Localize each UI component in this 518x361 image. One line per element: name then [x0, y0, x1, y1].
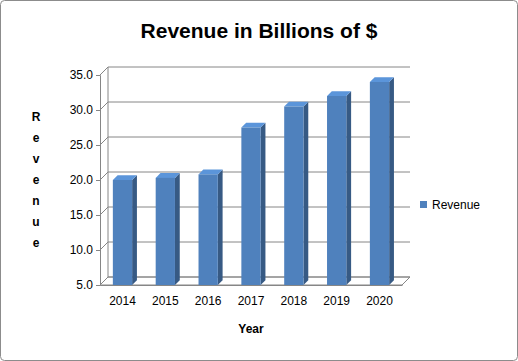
y-tick-label: 15.0: [70, 208, 94, 222]
y-tick-mark: [96, 145, 100, 146]
bar-side: [132, 175, 137, 285]
grid-line-side: [100, 102, 108, 110]
x-tick-label: 2015: [152, 294, 179, 308]
grid-line-side: [100, 242, 108, 250]
grid: [100, 67, 410, 285]
bar-top: [113, 175, 137, 180]
grid-line-side: [100, 67, 108, 75]
bar-top: [370, 77, 394, 82]
bar: [156, 178, 175, 285]
grid-line: [108, 67, 410, 68]
bar: [370, 82, 389, 285]
y-tick: 25.0: [70, 138, 100, 152]
x-tick: 2016: [195, 285, 222, 308]
x-tick-label: 2018: [280, 294, 307, 308]
bar-group: [327, 91, 351, 285]
bar-top: [199, 170, 223, 175]
bar: [284, 107, 303, 286]
bar: [113, 180, 132, 285]
bar-group: [370, 77, 394, 285]
bar-group: [113, 175, 137, 285]
bar-top: [327, 91, 351, 96]
bar-top: [156, 173, 180, 178]
y-tick-mark: [96, 180, 100, 181]
x-tick-label: 2014: [109, 294, 136, 308]
bar-side: [175, 173, 180, 285]
legend-swatch: [420, 201, 427, 208]
legend-label: Revenue: [432, 198, 480, 212]
chart-border: [1, 1, 518, 361]
legend-entry: Revenue: [420, 198, 480, 212]
grid-line-side: [100, 172, 108, 180]
y-tick: 20.0: [70, 173, 100, 187]
bar-group: [199, 170, 223, 285]
bar-side: [389, 77, 394, 285]
bar-side: [261, 123, 266, 285]
x-tick: 2015: [152, 285, 179, 308]
y-tick: 15.0: [70, 208, 100, 222]
x-axis: 2014 2015 2016 2017 2018 2019 2020: [101, 285, 403, 308]
y-tick-label: 30.0: [70, 103, 94, 117]
x-tick: 2014: [109, 285, 136, 308]
bar: [327, 96, 346, 285]
legend: Revenue: [420, 198, 480, 212]
y-tick: 10.0: [70, 243, 100, 257]
y-tick: 5.0: [76, 278, 100, 292]
x-tick: 2018: [280, 285, 307, 308]
y-tick-mark: [96, 110, 100, 111]
y-tick-label: 35.0: [70, 68, 94, 82]
y-tick: 35.0: [70, 68, 100, 82]
y-tick-mark: [96, 75, 100, 76]
bar-side: [303, 102, 308, 285]
x-tick-label: 2017: [238, 294, 265, 308]
grid-line-side: [100, 137, 108, 145]
bar-side: [346, 91, 351, 285]
x-axis-title: Year: [238, 322, 264, 336]
title: Revenue in Billions of $: [141, 19, 378, 42]
bar-group: [284, 102, 308, 285]
y-tick-label: 5.0: [76, 278, 93, 292]
bar-side: [218, 170, 223, 285]
y-tick-label: 20.0: [70, 173, 94, 187]
bar: [199, 174, 218, 285]
x-tick: 2019: [323, 285, 350, 308]
y-tick: 30.0: [70, 103, 100, 117]
x-tick: 2017: [238, 285, 265, 308]
y-axis-line: [96, 76, 101, 286]
grid-line-side: [100, 207, 108, 215]
y-tick-mark: [96, 215, 100, 216]
chart: 5.010.015.020.025.030.035.02014201520162…: [0, 0, 518, 361]
x-tick: 2020: [366, 285, 393, 308]
bar-group: [156, 173, 180, 285]
bars: [113, 77, 394, 285]
y-tick-mark: [96, 250, 100, 251]
bar-group: [241, 123, 265, 285]
x-tick-label: 2016: [195, 294, 222, 308]
y-axis-title: Revenue: [32, 110, 41, 250]
x-tick-label: 2020: [366, 294, 393, 308]
bar: [241, 128, 260, 286]
y-tick-mark: [96, 285, 100, 286]
x-tick-label: 2019: [323, 294, 350, 308]
x-axis-line: [101, 285, 403, 286]
grid-line: [108, 102, 410, 103]
y-tick-label: 25.0: [70, 138, 94, 152]
back-wall-edge: [108, 67, 109, 277]
y-axis: 5.0 10.0 15.0 20.0 25.0 30.0 35.0: [70, 68, 101, 292]
y-tick-label: 10.0: [70, 243, 94, 257]
bar-top: [241, 123, 265, 128]
bar-top: [284, 102, 308, 107]
